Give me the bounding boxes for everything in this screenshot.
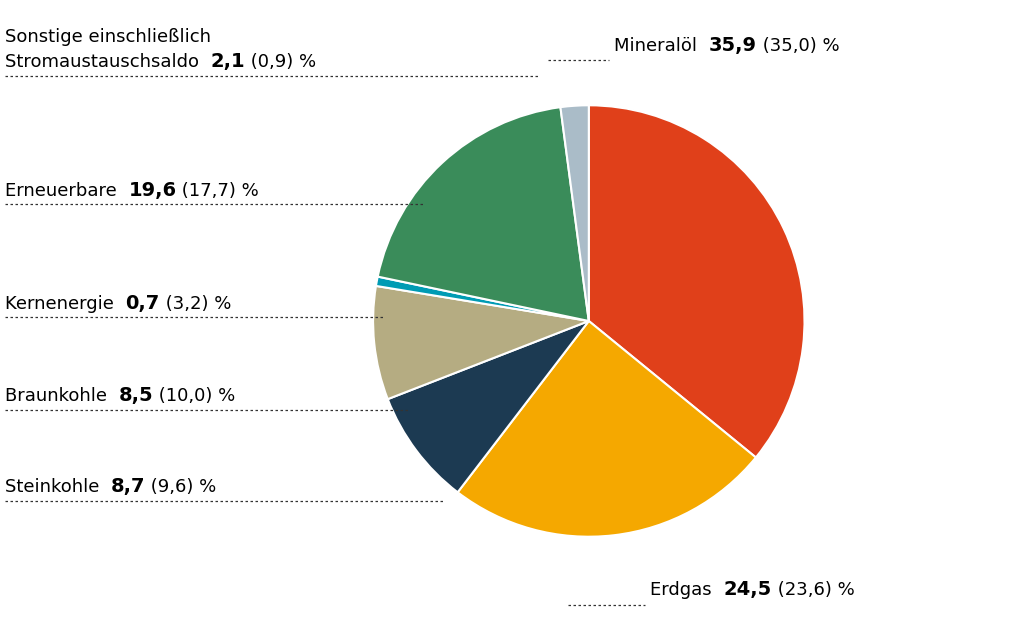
Text: 2,1: 2,1 <box>211 53 245 71</box>
Text: 0,7: 0,7 <box>126 295 160 313</box>
Text: (9,6) %: (9,6) % <box>145 478 217 496</box>
Text: Steinkohle: Steinkohle <box>5 478 111 496</box>
Text: (3,2) %: (3,2) % <box>160 295 231 313</box>
Text: (17,7) %: (17,7) % <box>176 182 259 200</box>
Wedge shape <box>388 321 589 492</box>
Wedge shape <box>378 107 589 321</box>
Text: 35,9: 35,9 <box>709 37 757 55</box>
Text: Sonstige einschließlich: Sonstige einschließlich <box>5 28 211 46</box>
Text: Kernenergie: Kernenergie <box>5 295 126 313</box>
Text: Erdgas: Erdgas <box>650 581 723 599</box>
Text: 19,6: 19,6 <box>128 181 176 200</box>
Text: 24,5: 24,5 <box>723 580 772 599</box>
Text: (0,9) %: (0,9) % <box>245 53 316 71</box>
Wedge shape <box>589 105 805 458</box>
Text: 8,5: 8,5 <box>119 386 154 405</box>
Wedge shape <box>376 277 589 321</box>
Text: 8,7: 8,7 <box>111 478 145 496</box>
Wedge shape <box>458 321 756 537</box>
Text: Mineralöl: Mineralöl <box>614 37 709 55</box>
Wedge shape <box>373 286 589 399</box>
Text: (23,6) %: (23,6) % <box>772 581 854 599</box>
Text: Braunkohle: Braunkohle <box>5 387 119 405</box>
Text: Erneuerbare: Erneuerbare <box>5 182 128 200</box>
Text: (35,0) %: (35,0) % <box>757 37 840 55</box>
Text: Stromaustauschsaldo: Stromaustauschsaldo <box>5 53 211 71</box>
Wedge shape <box>560 105 589 321</box>
Text: (10,0) %: (10,0) % <box>154 387 236 405</box>
